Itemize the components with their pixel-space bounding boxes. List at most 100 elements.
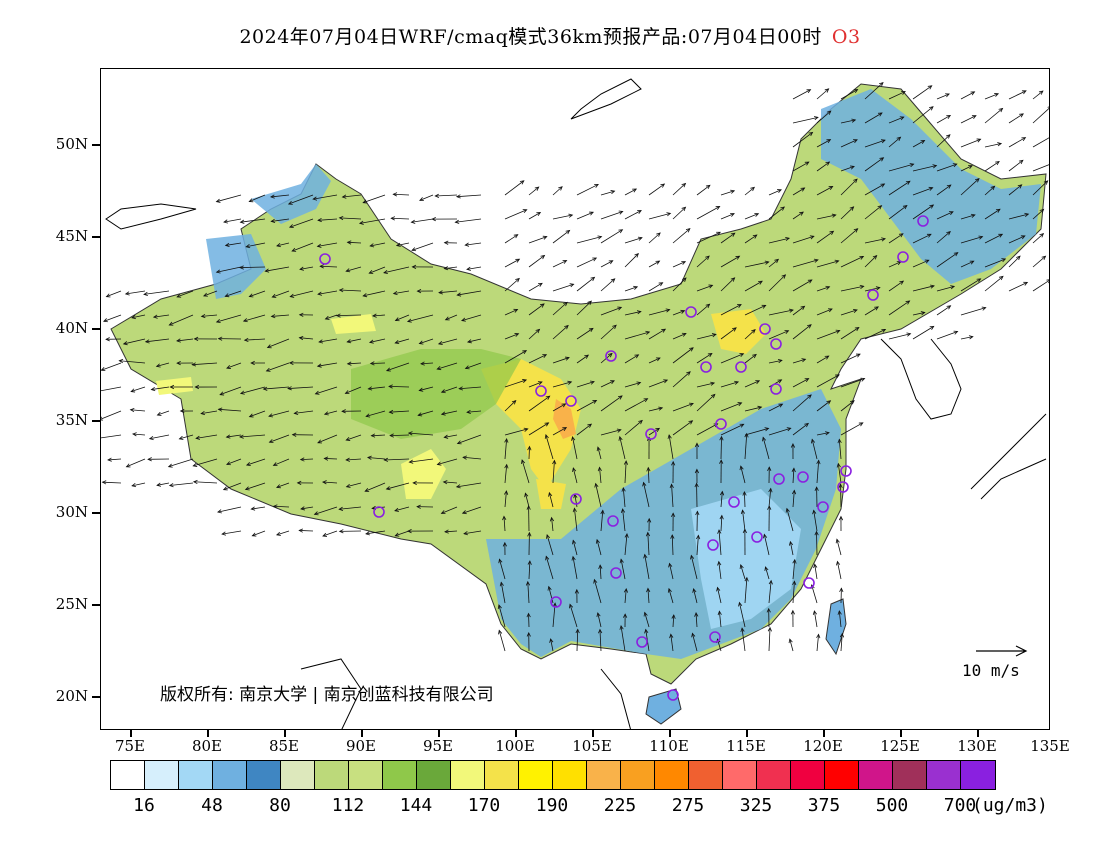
- wind-arrow: [672, 261, 686, 268]
- wind-arrowhead: [179, 408, 185, 414]
- wind-arrowhead: [755, 380, 761, 385]
- wind-arrow: [528, 282, 543, 292]
- wind-arrowhead: [612, 324, 617, 330]
- wind-arrow: [740, 466, 746, 484]
- wind-arrow: [864, 329, 886, 340]
- wind-arrowhead: [542, 235, 548, 240]
- wind-arrow: [339, 289, 362, 292]
- wind-arrow: [624, 188, 637, 196]
- wind-arrow: [420, 362, 434, 365]
- wind-arrowhead: [341, 194, 347, 199]
- wind-arrow: [888, 136, 901, 148]
- lat-label-40n: 40N: [55, 319, 88, 337]
- wind-arrow: [840, 139, 858, 148]
- wind-arrowhead: [968, 335, 974, 340]
- wind-arrow: [126, 458, 146, 468]
- wind-arrowhead: [107, 457, 112, 462]
- wind-arrow: [696, 394, 716, 412]
- wind-arrow: [792, 324, 812, 340]
- wind-arrowhead: [799, 211, 804, 216]
- wind-arrowhead: [825, 285, 831, 290]
- wind-arrow: [365, 530, 386, 535]
- wind-arrowhead: [831, 213, 837, 218]
- colorbar-label: 16: [133, 795, 155, 816]
- wind-arrow: [696, 184, 711, 196]
- wind-arrowhead: [598, 628, 603, 634]
- wind-arrowhead: [540, 303, 545, 308]
- wind-arrowhead: [345, 457, 350, 462]
- wind-arrow: [864, 183, 885, 196]
- wind-arrow: [596, 539, 602, 556]
- wind-arrowhead: [217, 336, 223, 341]
- wind-arrowhead: [131, 483, 137, 488]
- wind-arrowhead: [194, 384, 200, 390]
- wind-arrowhead: [975, 177, 980, 183]
- wind-arrowhead: [906, 332, 912, 337]
- wind-arrow: [216, 314, 242, 323]
- wind-arrow: [1008, 113, 1024, 124]
- wind-arrowhead: [394, 507, 399, 512]
- wind-arrowhead: [525, 580, 531, 586]
- wind-arrow: [393, 290, 410, 294]
- wind-arrowhead: [268, 413, 273, 418]
- lon-tick: [361, 730, 363, 737]
- wind-arrow: [597, 447, 602, 460]
- wind-arrow: [624, 382, 641, 388]
- wind-arrowhead: [118, 358, 124, 364]
- wind-arrow: [813, 610, 818, 628]
- wind-arrow: [276, 530, 290, 536]
- wind-arrowhead: [946, 114, 952, 119]
- wind-arrowhead: [519, 180, 525, 185]
- wind-arrowhead: [643, 398, 649, 403]
- wind-arrowhead: [511, 399, 517, 405]
- wind-arrowhead: [323, 411, 329, 416]
- wind-arrowhead: [838, 515, 844, 521]
- wind-arrowhead: [646, 466, 651, 472]
- colorbar-label: 144: [399, 795, 433, 816]
- wind-arrowhead: [526, 631, 531, 637]
- wind-arrowhead: [656, 232, 661, 237]
- wind-arrow: [936, 331, 958, 340]
- wind-arrow: [545, 556, 554, 580]
- wind-arrowhead: [440, 389, 446, 394]
- wind-arrow: [288, 386, 314, 389]
- wind-arrowhead: [527, 445, 532, 451]
- wind-arrowhead: [816, 633, 821, 639]
- colorbar-label: 48: [201, 795, 223, 816]
- wind-arrowhead: [826, 110, 832, 115]
- city-station-marker: [867, 289, 879, 301]
- wind-arrow: [368, 386, 386, 390]
- wind-arrow: [299, 337, 314, 340]
- colorbar-cell: [587, 761, 621, 789]
- wind-arrowhead: [681, 261, 687, 265]
- wind-arrowhead: [750, 186, 756, 192]
- wind-arrow: [223, 482, 242, 490]
- wind-arrowhead: [411, 264, 417, 269]
- wind-arrow: [840, 422, 864, 436]
- wind-arrowhead: [800, 187, 806, 192]
- wind-arrow: [888, 233, 904, 244]
- wind-arrow: [696, 382, 715, 388]
- wind-arrow: [219, 386, 242, 396]
- wind-arrow: [552, 357, 570, 364]
- lat-tick: [92, 604, 100, 606]
- wind-arrow: [572, 556, 578, 580]
- wind-arrow: [742, 510, 746, 532]
- wind-arrowhead: [791, 489, 797, 495]
- wind-arrow: [690, 555, 698, 580]
- wind-arrow: [239, 434, 266, 438]
- wind-arrowhead: [538, 282, 543, 287]
- wind-arrow: [600, 190, 615, 196]
- wind-arrow: [411, 242, 434, 251]
- wind-arrowhead: [547, 585, 552, 591]
- wind-arrowhead: [322, 532, 328, 537]
- wind-arrowhead: [200, 411, 206, 416]
- wind-arrowhead: [790, 609, 795, 615]
- wind-arrowhead: [859, 255, 865, 260]
- wind-arrow: [456, 482, 482, 488]
- wind-arrow: [744, 329, 756, 340]
- wind-arrow: [864, 112, 883, 124]
- wind-arrowhead: [826, 139, 832, 144]
- wind-arrowhead: [564, 324, 569, 330]
- wind-arrow: [912, 312, 925, 316]
